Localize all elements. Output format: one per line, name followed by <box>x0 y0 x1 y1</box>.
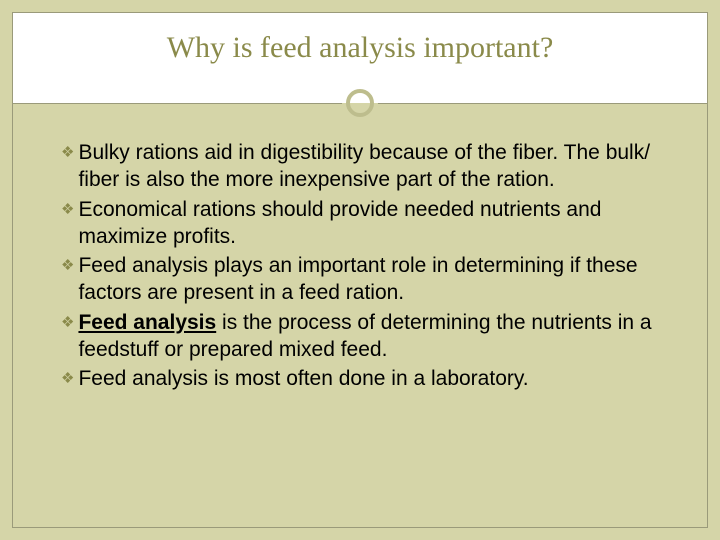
diamond-icon: ❖ <box>61 143 74 163</box>
slide: Why is feed analysis important? ❖ Bulky … <box>0 0 720 540</box>
bullet-text: Feed analysis plays an important role in… <box>78 252 667 307</box>
bullet-item: ❖ Feed analysis is most often done in a … <box>61 365 667 392</box>
bullet-item: ❖ Economical rations should provide need… <box>61 196 667 251</box>
bullet-text: Bulky rations aid in digestibility becau… <box>78 139 667 194</box>
slide-inner: Why is feed analysis important? ❖ Bulky … <box>12 12 708 528</box>
bullet-text: Feed analysis is most often done in a la… <box>78 365 528 392</box>
bullet-text: Economical rations should provide needed… <box>78 196 667 251</box>
content-area: ❖ Bulky rations aid in digestibility bec… <box>13 103 707 405</box>
bullet-item: ❖ Feed analysis is the process of determ… <box>61 309 667 364</box>
diamond-icon: ❖ <box>61 256 74 276</box>
divider <box>13 89 707 117</box>
divider-circle-icon <box>346 89 374 117</box>
diamond-icon: ❖ <box>61 313 74 333</box>
diamond-icon: ❖ <box>61 200 74 220</box>
bullet-text: Feed analysis is the process of determin… <box>78 309 667 364</box>
bullet-item: ❖ Feed analysis plays an important role … <box>61 252 667 307</box>
slide-title: Why is feed analysis important? <box>23 31 697 65</box>
diamond-icon: ❖ <box>61 369 74 389</box>
title-area: Why is feed analysis important? <box>13 13 707 103</box>
bullet-item: ❖ Bulky rations aid in digestibility bec… <box>61 139 667 194</box>
defined-term: Feed analysis <box>78 311 216 334</box>
